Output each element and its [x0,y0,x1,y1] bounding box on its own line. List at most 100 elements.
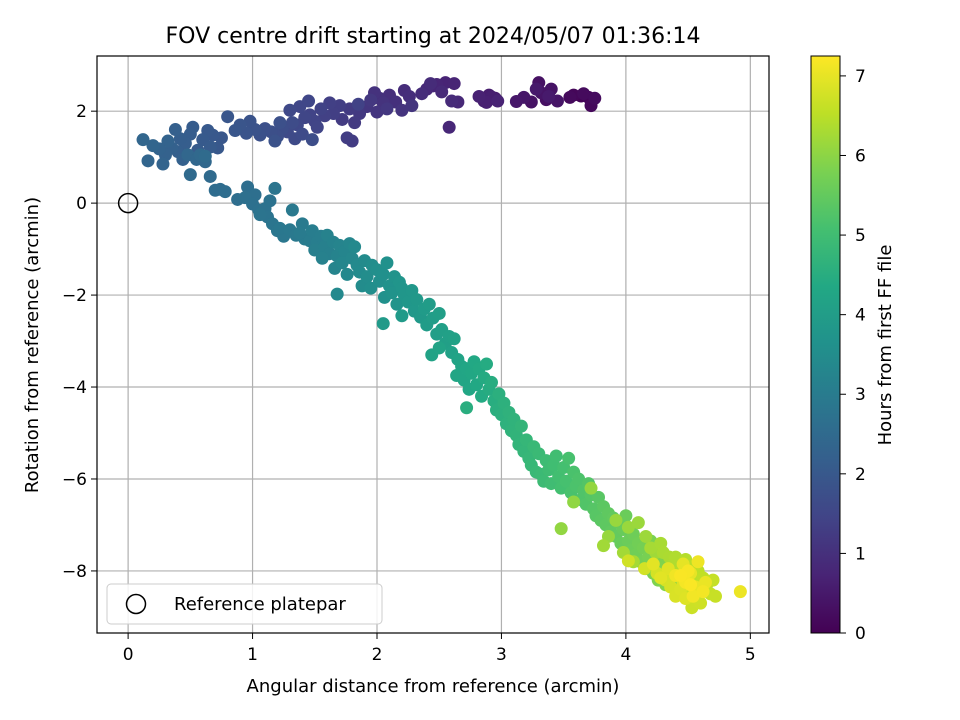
data-point [348,240,362,254]
data-point [584,481,598,495]
data-point [596,539,610,553]
data-point [273,116,287,130]
grid-lines [97,56,769,633]
data-point [432,306,446,320]
data-point [285,203,299,217]
data-point [168,123,182,137]
data-point [631,516,645,530]
data-point [376,267,390,281]
data-point [674,569,688,583]
data-point [295,127,309,141]
colorbar-tick-label: 5 [855,226,866,246]
data-point [340,267,354,281]
colorbar-tick-label: 7 [855,67,866,87]
data-point [395,309,409,323]
y-axis-label: Rotation from reference (arcmin) [22,197,43,493]
data-point [376,317,390,331]
data-point [472,89,486,103]
y-tick-label: −6 [62,470,87,490]
data-point [340,131,354,145]
data-point [733,585,747,599]
colorbar-tick-label: 4 [855,306,866,326]
data-point [621,520,635,534]
data-point [253,208,267,222]
data-point [364,93,378,107]
data-point [491,94,505,108]
colorbar-label: Hours from first FF file [875,245,896,446]
data-point [654,571,668,585]
data-point [549,449,563,463]
chart-title: FOV centre drift starting at 2024/05/07 … [166,24,701,49]
data-point [542,89,556,103]
data-point [554,522,568,536]
y-tick-label: −2 [62,286,87,306]
data-point [364,281,378,295]
data-point [609,513,623,527]
data-point [432,341,446,355]
data-point [410,293,424,307]
data-point [293,226,307,240]
data-point [183,168,197,182]
data-point [447,77,461,91]
data-point [567,495,581,509]
data-point [559,474,573,488]
data-points [136,76,747,615]
legend-entry: Reference platepar [174,594,346,615]
data-point [514,419,528,433]
data-point [268,181,282,195]
data-point [422,297,436,311]
x-tick-label: 2 [372,645,383,665]
data-point [221,110,235,124]
data-point [509,95,523,109]
data-point [330,287,344,301]
data-point [370,105,384,119]
data-point [146,139,160,153]
x-tick-label: 4 [620,645,631,665]
data-point [161,134,175,148]
data-point [621,554,635,568]
data-point [445,94,459,108]
data-point [588,91,602,105]
plot-frame [96,55,770,634]
data-point [405,99,419,113]
data-point [686,589,700,603]
y-tick-label: 2 [76,102,87,122]
legend-marker [125,593,147,615]
y-tick-label: 0 [76,194,87,214]
data-point [243,114,257,128]
legend: Reference platepar [106,583,383,625]
data-point [310,120,324,134]
data-point [263,194,277,208]
data-point [424,77,438,91]
colorbar-tick-label: 1 [855,544,866,564]
x-axis-ticks: 0 1 2 3 4 5 [123,633,756,665]
colorbar-ticks: 0 1 2 3 4 5 6 7 [840,67,866,644]
data-point [380,256,394,270]
data-point [390,297,404,311]
colorbar-tick-label: 3 [855,385,866,405]
data-point [691,555,705,569]
x-tick-label: 5 [745,645,756,665]
data-point [348,116,362,130]
data-point [460,401,474,415]
data-point [305,133,319,147]
data-point [203,169,217,183]
data-point [351,97,365,111]
x-tick-label: 1 [247,645,258,665]
data-point [218,185,232,199]
data-point [415,87,429,101]
data-point [335,256,349,270]
data-point [484,375,498,389]
data-point [480,357,494,371]
data-point [302,94,316,108]
x-tick-label: 3 [496,645,507,665]
data-point [563,90,577,104]
data-point [395,103,409,117]
colorbar-tick-label: 0 [855,624,866,644]
data-point [141,154,155,168]
data-point [273,221,287,235]
data-point [644,541,658,555]
data-point [314,102,328,116]
data-point [684,578,698,592]
data-point [529,82,543,96]
